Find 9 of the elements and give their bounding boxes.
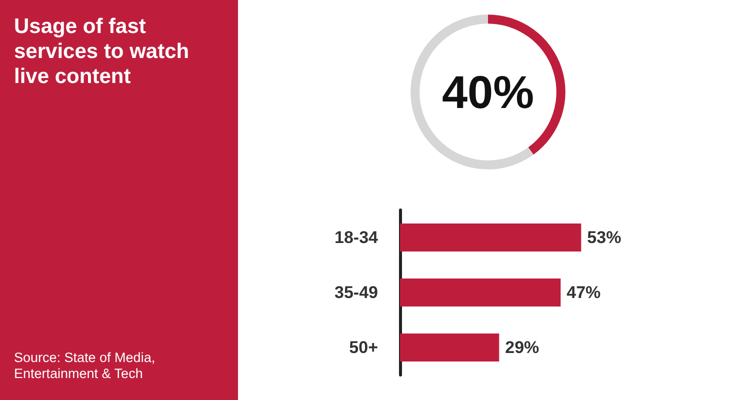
data-label: 53% [587,228,622,247]
y-tick-label: 18-34 [334,228,379,247]
data-label: 47% [566,283,601,302]
y-tick-label: 50+ [349,338,378,357]
data-label: 29% [505,338,540,357]
y-tick-label: 35-49 [334,283,378,302]
text: Usage of fast services to watch live content [14,14,190,89]
source-note: Source: State of Media, Entertainment & Tech [14,350,156,382]
data-label: 40% [442,66,534,118]
